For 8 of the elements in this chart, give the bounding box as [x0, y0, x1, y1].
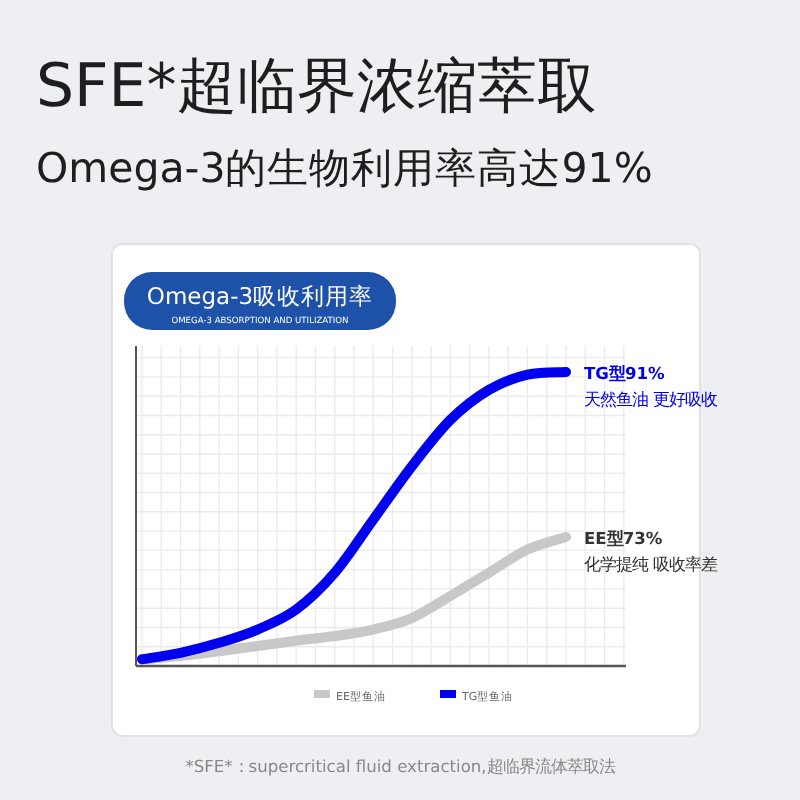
title: SFE*超临界浓缩萃取: [36, 52, 597, 122]
subtitle: Omega-3的生物利用率高达91%: [36, 144, 653, 192]
text: *SFE*：supercritical fluid extraction,超临界流体萃取法: [185, 756, 615, 776]
annotation: 化学提纯 吸收率差: [584, 553, 718, 574]
annotation: 天然鱼油 更好吸收: [584, 389, 718, 409]
annotation: EE型73%: [584, 527, 664, 548]
annotation: TG型91%: [584, 363, 667, 383]
text: Omega-3吸收利用率: [146, 282, 374, 310]
